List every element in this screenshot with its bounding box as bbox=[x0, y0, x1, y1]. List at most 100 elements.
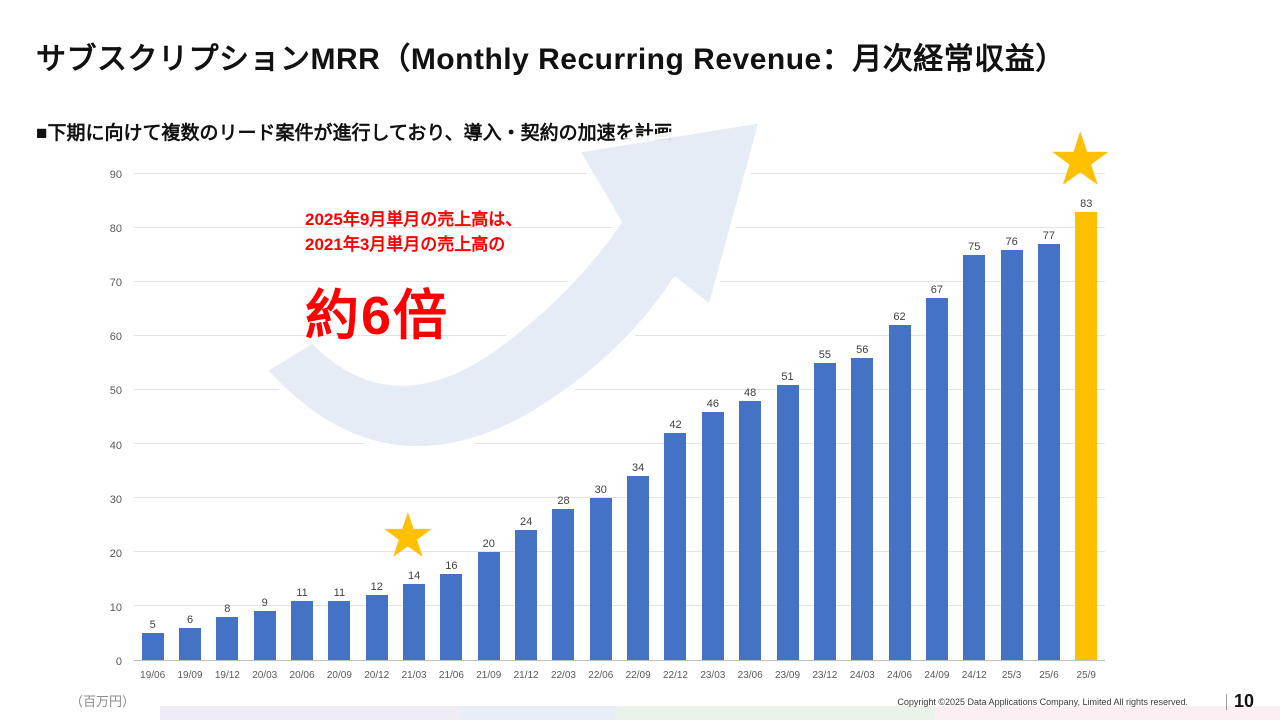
bar bbox=[589, 498, 612, 660]
gridline bbox=[134, 605, 1105, 606]
footer-stripe bbox=[935, 706, 1280, 720]
bar-value-label: 83 bbox=[1080, 197, 1093, 210]
x-tick-label: 22/06 bbox=[588, 670, 614, 681]
x-tick-label: 20/09 bbox=[326, 670, 352, 681]
y-tick-label: 90 bbox=[109, 169, 122, 181]
x-tick-label: 23/06 bbox=[737, 670, 763, 681]
annotation-line-2: 2021年3月単月の売上高の bbox=[305, 234, 506, 254]
bar bbox=[253, 611, 276, 660]
gridline bbox=[134, 551, 1105, 552]
bar-value-label: 5 bbox=[149, 619, 156, 631]
bar-value-label: 9 bbox=[261, 597, 268, 610]
bar-slot: 11 bbox=[283, 174, 320, 660]
bar bbox=[851, 357, 874, 660]
x-tick-label: 25/9 bbox=[1076, 670, 1096, 681]
star-icon: ★ bbox=[381, 502, 435, 569]
bar-slot: 28 bbox=[545, 174, 582, 660]
bar bbox=[552, 508, 575, 660]
bar-value-label: 62 bbox=[893, 311, 906, 324]
lead-statement: ■下期に向けて複数のリード案件が進行しており、導入・契約の加速を計画 bbox=[36, 123, 673, 144]
bar-slot: 51 bbox=[769, 174, 806, 660]
x-tick-label: 22/09 bbox=[625, 670, 651, 681]
bar bbox=[141, 633, 164, 660]
x-tick-label: 19/12 bbox=[214, 670, 240, 681]
bar-value-label: 20 bbox=[482, 538, 495, 550]
bar-value-label: 24 bbox=[519, 516, 533, 529]
y-tick-label: 0 bbox=[115, 656, 122, 668]
x-tick-label: 19/06 bbox=[140, 670, 166, 681]
x-tick-label: 24/09 bbox=[924, 670, 950, 681]
x-tick-label: 21/12 bbox=[513, 670, 539, 681]
y-tick-label: 80 bbox=[109, 223, 122, 236]
x-tick-label: 21/03 bbox=[401, 670, 427, 681]
x-tick-label: 21/09 bbox=[476, 670, 502, 681]
bar-value-label: 6 bbox=[186, 613, 194, 626]
bar-slot: 46 bbox=[694, 174, 731, 660]
bar-value-label: 76 bbox=[1005, 235, 1018, 248]
bar bbox=[365, 595, 388, 660]
x-tick-label: 24/12 bbox=[961, 670, 987, 681]
y-axis: 0 10 20 30 40 50 60 70 80 90 bbox=[90, 169, 128, 668]
bar-slot: 16 bbox=[433, 174, 470, 660]
bar bbox=[627, 476, 650, 660]
bar bbox=[925, 298, 948, 660]
page-number: 10 bbox=[1225, 691, 1254, 712]
bar bbox=[739, 400, 762, 660]
x-tick-label: 21/06 bbox=[438, 670, 464, 681]
bar bbox=[813, 363, 836, 660]
x-tick-label: 20/12 bbox=[364, 670, 390, 681]
x-tick-label: 24/03 bbox=[849, 670, 875, 681]
bar bbox=[1000, 249, 1023, 660]
gridline bbox=[134, 497, 1105, 499]
footer-stripe bbox=[160, 706, 460, 720]
bar-slot: 11 bbox=[321, 174, 358, 660]
bar-value-label: 56 bbox=[856, 343, 869, 356]
footer-stripe bbox=[615, 706, 935, 720]
bar-value-label: 12 bbox=[370, 581, 383, 594]
bar-value-label: 51 bbox=[781, 370, 794, 383]
bar-slot: 62 bbox=[881, 174, 918, 660]
bar bbox=[1037, 244, 1060, 660]
bar-value-label: 28 bbox=[557, 494, 570, 507]
x-tick-label: 23/03 bbox=[700, 670, 726, 681]
bar bbox=[477, 552, 500, 660]
bar-value-label: 16 bbox=[445, 559, 458, 572]
plot-area: 5 6 8 9 11 11 12 14 16 20 24 28 30 34 42 46 48 51 55 56 62 67… bbox=[134, 173, 1105, 661]
footer-stripes bbox=[0, 706, 1280, 720]
bar-value-label: 55 bbox=[818, 349, 831, 361]
y-tick-label: 60 bbox=[109, 331, 122, 344]
bar-slot: 5 bbox=[134, 174, 171, 660]
page-title: サブスクリプションMRR（Monthly Recurring Revenue：月… bbox=[36, 43, 1066, 76]
x-tick-label: 19/09 bbox=[177, 670, 203, 681]
bar-slot: 8 bbox=[209, 174, 246, 660]
bar-value-label: 30 bbox=[594, 484, 607, 497]
growth-arrow-shape bbox=[261, 117, 765, 453]
x-tick-label: 20/06 bbox=[289, 670, 315, 681]
gridline bbox=[134, 389, 1105, 390]
y-tick-label: 20 bbox=[109, 547, 122, 560]
bar bbox=[664, 433, 687, 660]
bar-slot: 30 bbox=[582, 174, 619, 660]
annotation-highlight: 約6倍 bbox=[305, 286, 450, 347]
bars: 5 6 8 9 11 11 12 14 16 20 24 28 30 34 42 46 48 51 55 56 62 67… bbox=[134, 174, 1105, 660]
x-tick-label: 22/03 bbox=[550, 670, 576, 681]
y-tick-label: 50 bbox=[109, 385, 122, 398]
y-tick-label: 10 bbox=[109, 601, 122, 614]
footer-stripe bbox=[460, 706, 615, 720]
y-tick-label: 70 bbox=[109, 277, 122, 290]
bar-slot: 56 bbox=[844, 174, 881, 660]
x-tick-label: 24/06 bbox=[887, 670, 913, 681]
copyright-text: Copyright ©2025 Data Applications Compan… bbox=[897, 697, 1188, 707]
x-axis: 19/06 19/09 19/12 20/03 20/06 20/09 20/12 21/03… bbox=[134, 665, 1105, 681]
bar bbox=[328, 600, 351, 660]
x-tick-label: 23/09 bbox=[775, 670, 801, 681]
mrr-bar-chart: 0 10 20 30 40 50 60 70 80 90 5 6 8 9 11 11 12 14 16 20 24 28… bbox=[90, 165, 1130, 695]
gridline bbox=[134, 443, 1105, 444]
bar-slot: 42 bbox=[657, 174, 694, 660]
bar-slot: 55 bbox=[806, 174, 843, 660]
unit-label: （百万円） bbox=[70, 694, 136, 709]
bar bbox=[515, 530, 538, 660]
x-tick-label: 25/6 bbox=[1039, 670, 1059, 681]
bar-slot: 24 bbox=[507, 174, 544, 660]
bar-value-label: 11 bbox=[296, 586, 308, 599]
